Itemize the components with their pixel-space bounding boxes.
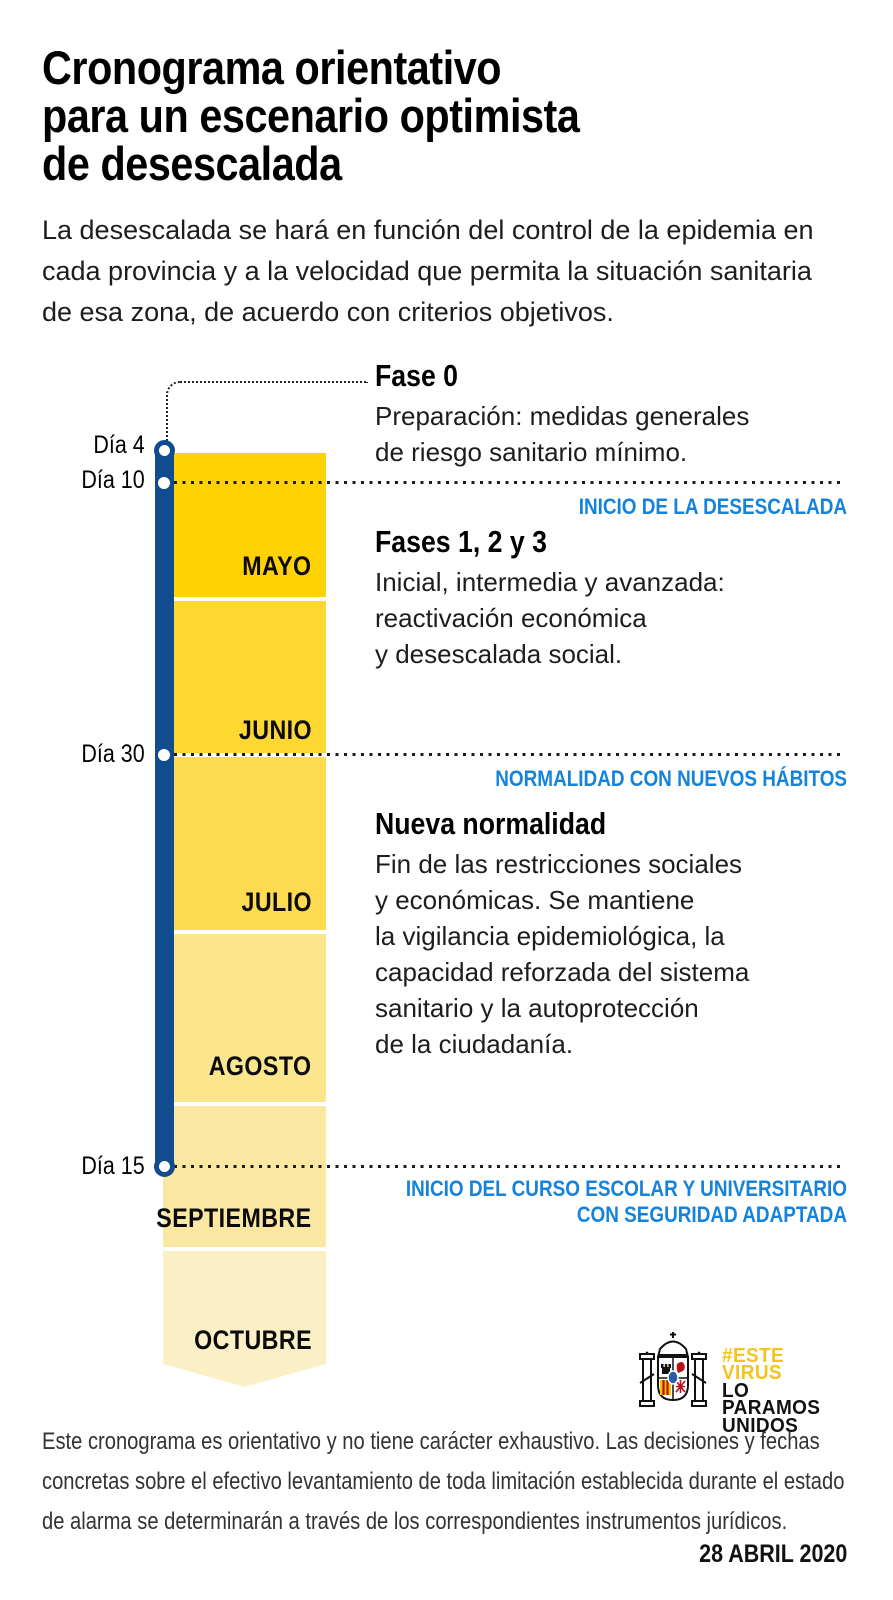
marker-dia4 <box>154 440 175 461</box>
month-label-junio: JUNIO <box>238 715 312 745</box>
month-block-agosto <box>163 934 326 1102</box>
month-label-agosto: AGOSTO <box>209 1051 312 1081</box>
footer-disclaimer: Este cronograma es orientativo y no tien… <box>42 1428 845 1535</box>
day-label-dia10: Día 10 <box>81 466 145 494</box>
month-block-junio <box>163 601 326 753</box>
milestone-inicio-desescalada: INICIO DE LA DESESCALADA <box>578 494 847 519</box>
heading-fase-0: Fase 0 <box>375 358 459 393</box>
body-fases-1-2-3: Inicial, intermedia y avanzada: reactiva… <box>375 567 725 669</box>
body-nueva-normalidad: Fin de las restricciones sociales y econ… <box>375 849 750 1059</box>
campaign-lockup: #ESTE VIRUS LO PARAMOS UNIDOS <box>722 1330 821 1437</box>
heading-fases-1-2-3: Fases 1, 2 y 3 <box>375 524 547 559</box>
marker-dia10 <box>158 477 170 489</box>
month-block-septiembre <box>163 1106 326 1247</box>
heading-nueva-normalidad: Nueva normalidad <box>375 806 607 841</box>
body-fase-0: Preparación: medidas generales de riesgo… <box>375 401 750 467</box>
month-label-mayo: MAYO <box>242 551 312 581</box>
campaign-black-text: LO PARAMOS UNIDOS <box>722 1379 821 1437</box>
dotted-rule-dia30 <box>174 753 845 756</box>
month-label-julio: JULIO <box>241 887 312 917</box>
footer-date: 28 ABRIL 2020 <box>698 1540 847 1568</box>
milestone-normalidad-nuevos-habitos: NORMALIDAD CON NUEVOS HÁBITOS <box>495 766 847 791</box>
marker-dia30 <box>158 749 170 761</box>
spain-coat-of-arms-icon <box>639 1332 707 1407</box>
milestone-inicio-curso-escolar: INICIO DEL CURSO ESCOLAR Y UNIVERSITARIO… <box>405 1176 847 1227</box>
month-block-julio <box>163 757 326 930</box>
fase0-connector-dotted-line <box>166 381 368 443</box>
month-block-mayo <box>163 453 326 597</box>
intro-paragraph: La desescalada se hará en función del co… <box>42 215 814 327</box>
dotted-rule-dia15 <box>174 1165 845 1168</box>
month-block-octubre <box>163 1251 326 1387</box>
campaign-hashtag-text: #ESTE VIRUS <box>722 1344 785 1384</box>
day-label-dia30: Día 30 <box>81 740 145 768</box>
dotted-rule-dia10 <box>174 481 845 484</box>
day-label-dia15: Día 15 <box>81 1152 145 1180</box>
page-title: Cronograma orientativo para un escenario… <box>42 41 580 190</box>
timeline-bar <box>155 442 174 1175</box>
marker-dia15 <box>154 1156 175 1177</box>
day-label-dia4: Día 4 <box>93 431 145 459</box>
month-label-octubre: OCTUBRE <box>194 1325 312 1355</box>
month-label-septiembre: SEPTIEMBRE <box>156 1203 312 1233</box>
